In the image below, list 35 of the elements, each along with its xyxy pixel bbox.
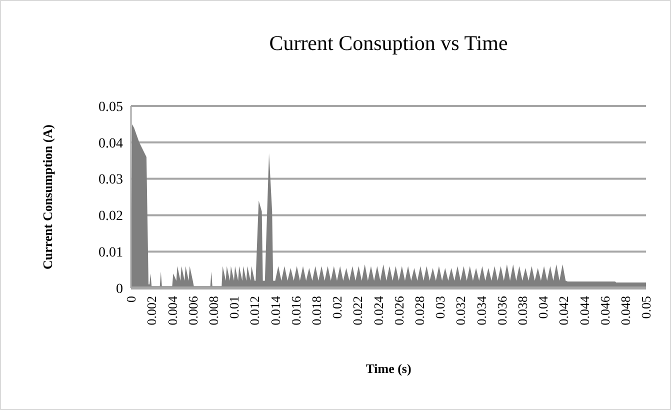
x-tick-label: 0.012: [247, 296, 262, 326]
x-tick-label: 0.038: [514, 296, 530, 326]
x-tick-label: 0.02: [330, 296, 345, 319]
x-tick-label: 0.046: [597, 296, 612, 326]
x-tick-label: 0.044: [576, 296, 592, 326]
x-tick-label: 0.01: [226, 296, 242, 319]
x-tick-label: 0.042: [556, 296, 572, 326]
y-tick-label: 0: [116, 282, 123, 297]
x-axis-title: Time (s): [366, 361, 412, 376]
x-tick-label: 0.008: [206, 296, 221, 326]
y-tick-label: 0.03: [98, 172, 123, 188]
x-tick-label: 0.022: [350, 296, 366, 326]
x-tick-label: 0.026: [391, 296, 406, 326]
x-tick-label: 0.048: [618, 296, 633, 326]
x-tick-label: 0.032: [453, 296, 468, 326]
y-tick-label: 0.04: [98, 136, 123, 152]
x-tick-label: 0.028: [412, 296, 427, 326]
x-tick-label: 0.018: [308, 296, 324, 326]
x-tick-label: 0.05: [638, 296, 654, 319]
chart-title: Current Consuption vs Time: [269, 31, 508, 55]
x-tick-label: 0.004: [164, 296, 180, 326]
x-tick-label: 0.014: [268, 296, 283, 326]
x-tick-label: 0.036: [494, 296, 510, 326]
x-tick-label: 0.03: [432, 296, 448, 319]
x-tick-label: 0.006: [185, 296, 200, 326]
x-tick-label: 0.04: [536, 296, 551, 319]
x-tick-label: 0.002: [144, 296, 160, 326]
x-tick-label: 0.016: [288, 296, 304, 326]
y-axis-title: Current Consumption (A): [40, 124, 55, 270]
x-tick-label: 0: [124, 296, 139, 302]
y-tick-label: 0.01: [98, 246, 123, 260]
x-tick-label: 0.034: [474, 296, 489, 326]
x-tick-label: 0.024: [370, 296, 386, 326]
y-tick-label: 0.05: [98, 100, 123, 115]
y-tick-label: 0.02: [98, 209, 123, 224]
